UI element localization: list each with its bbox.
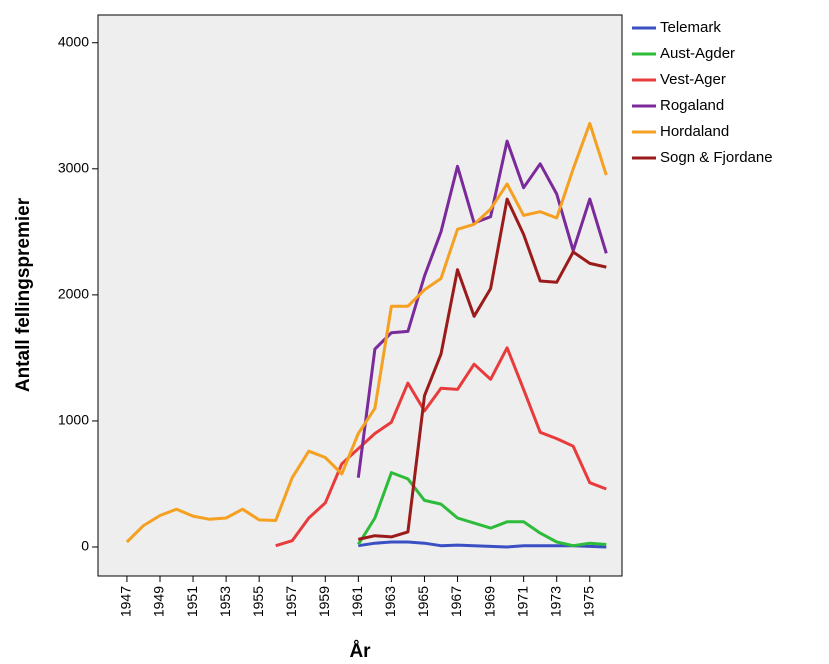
x-axis-title: År [349, 641, 371, 662]
x-tick-label: 1963 [382, 586, 398, 617]
legend-label: Vest-Ager [660, 71, 726, 88]
x-tick-label: 1947 [118, 586, 134, 617]
x-tick-label: 1957 [283, 586, 299, 617]
y-tick-label: 2000 [58, 286, 89, 302]
legend-label: Sogn & Fjordane [660, 149, 773, 166]
x-tick-label: 1961 [349, 586, 365, 617]
x-tick-label: 1965 [415, 586, 431, 617]
y-axis-title: Antall fellingspremier [13, 197, 34, 392]
x-tick-label: 1971 [514, 586, 530, 617]
y-tick-label: 4000 [58, 33, 89, 49]
x-tick-label: 1951 [184, 586, 200, 617]
x-tick-label: 1969 [481, 586, 497, 617]
y-tick-label: 0 [81, 538, 89, 554]
x-tick-label: 1953 [217, 586, 233, 617]
series-line [275, 346, 607, 548]
series-line [357, 197, 607, 541]
legend-label: Hordaland [660, 123, 729, 140]
x-tick-label: 1959 [316, 586, 332, 617]
legend-label: Rogaland [660, 97, 724, 114]
y-tick-label: 3000 [58, 160, 89, 176]
x-tick-label: 1949 [151, 586, 167, 617]
x-tick-label: 1975 [580, 586, 596, 617]
x-tick-label: 1955 [250, 586, 266, 617]
x-tick-label: 1973 [547, 586, 563, 617]
plot-area [97, 14, 623, 577]
series-line [358, 540, 607, 549]
x-tick-label: 1967 [448, 586, 464, 617]
series-line [356, 139, 608, 478]
series-line [125, 121, 608, 544]
series-line [357, 471, 607, 548]
legend-label: Aust-Agder [660, 45, 735, 62]
legend-label: Telemark [660, 19, 721, 36]
y-tick-label: 1000 [58, 412, 89, 428]
